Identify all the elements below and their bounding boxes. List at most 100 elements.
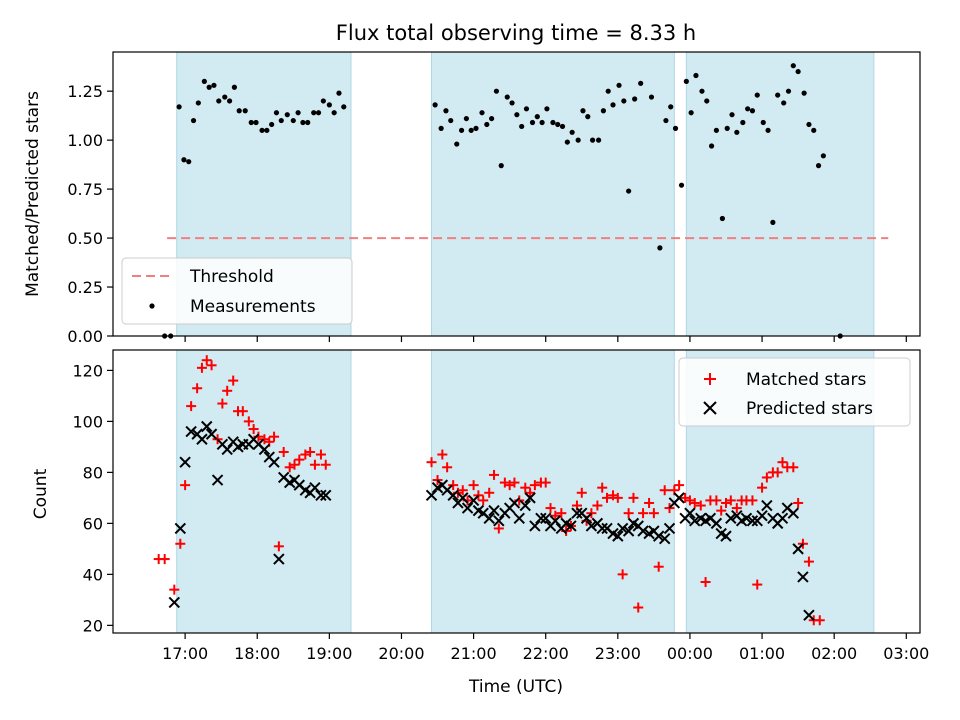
predicted-star-point (196, 433, 208, 445)
measurement-point (638, 80, 644, 86)
measurement-point (336, 90, 342, 96)
matched-star-point (222, 385, 233, 396)
measurement-point (226, 98, 233, 104)
predicted-star-point (320, 489, 332, 502)
predicted-star-point (549, 515, 562, 527)
predicted-star-point-mark (277, 471, 290, 484)
predicted-star-point-mark (425, 489, 438, 502)
matched-star-point (602, 492, 613, 503)
predicted-star-point (493, 515, 505, 527)
bottom-y-tick-label: 60 (83, 514, 103, 533)
predicted-star-point (221, 443, 233, 456)
bottom-y-tick-label: 20 (83, 616, 103, 635)
matched-star-point (457, 485, 468, 496)
matched-star-point (623, 508, 634, 519)
predicted-star-point (168, 596, 181, 609)
measurement-point (341, 104, 347, 110)
matched-star-point (700, 577, 711, 588)
matched-star-point (725, 495, 736, 506)
predicted-star-point (268, 456, 280, 468)
x-axis-label: Time (UTC) (468, 677, 563, 697)
measurement-point (632, 96, 638, 102)
predicted-star-point (776, 512, 789, 524)
measurement-point (311, 110, 317, 116)
measurement-point (454, 141, 460, 147)
predicted-star-point-mark (652, 530, 665, 542)
measurement-point (811, 127, 817, 133)
measurement-point (708, 143, 715, 149)
matched-star-point (529, 480, 540, 491)
measurement-point (569, 129, 575, 135)
matched-star-point (228, 375, 239, 386)
matched-star-point (597, 482, 608, 493)
measurement-point (523, 106, 530, 112)
predicted-star-point (720, 530, 732, 542)
predicted-star-point-mark (461, 502, 474, 514)
predicted-star-point (211, 474, 224, 486)
predicted-star-point-mark (585, 520, 598, 532)
predicted-star-point-mark (273, 553, 285, 565)
measurement-point (621, 98, 627, 104)
predicted-star-point (425, 489, 438, 502)
x-tick-label: 01:00 (739, 644, 785, 663)
matched-star-point (617, 569, 628, 580)
measurement-point (259, 127, 265, 133)
matched-stars-legend-label: Matched stars (746, 370, 866, 390)
measurement-point (305, 119, 311, 126)
measurement-point (580, 108, 586, 114)
measurement-point (765, 127, 771, 133)
predicted-star-point-mark (549, 515, 562, 527)
measurement-point (672, 125, 679, 131)
predicted-star-point-mark (447, 489, 459, 502)
predicted-star-point-mark (637, 525, 649, 537)
measurement-point (704, 98, 710, 104)
measurement-point (222, 94, 228, 100)
predicted-star-point (467, 494, 480, 507)
measurement-point (186, 159, 192, 165)
measurement-point (216, 98, 222, 104)
measurement-point (331, 110, 337, 116)
predicted-star-point (565, 520, 577, 532)
matched-star-point (309, 459, 320, 470)
predicted-star-point-mark (293, 479, 306, 491)
predicted-star-point (315, 489, 327, 502)
predicted-star-point-mark (622, 525, 635, 537)
measurement-point (729, 112, 735, 118)
predicted-star-point (461, 502, 474, 514)
predicted-star-point (508, 497, 521, 509)
measurement-point (775, 92, 781, 98)
matched-star-point (159, 554, 170, 565)
measurement-point (713, 127, 719, 133)
measurement-point (176, 104, 182, 110)
matched-star-point (192, 383, 203, 394)
measurement-point (795, 68, 801, 75)
matched-star-point (803, 556, 814, 567)
matched-star-point (315, 449, 326, 460)
x-tick-label: 18:00 (234, 644, 280, 663)
measurement-point (734, 129, 740, 135)
measurement-point (326, 102, 332, 108)
matched-star-point (305, 446, 316, 457)
top-legend: Threshold Measurements (121, 257, 353, 325)
measurement-point (693, 72, 699, 79)
measurement-point (610, 102, 616, 108)
measurement-point (278, 117, 284, 124)
predicted-star-point-mark (258, 443, 271, 456)
predicted-star-point (684, 507, 696, 519)
matched-star-point (576, 487, 587, 498)
matched-star-point (653, 561, 664, 572)
predicted-star-point-mark (601, 522, 613, 535)
matched-star-point (761, 472, 772, 483)
predicted-star-mark (703, 401, 717, 415)
matched-star-point (638, 508, 649, 519)
measurement-point (534, 114, 540, 120)
measurement-point (269, 121, 275, 128)
predicted-star-point-mark (467, 494, 480, 507)
matched-star-point (201, 355, 212, 366)
measurement-point (539, 119, 545, 126)
predicted-star-point-mark (477, 507, 489, 519)
top-y-tick-label: 0.75 (67, 180, 103, 199)
predicted-star-point-mark (535, 512, 547, 524)
predicted-star-point-mark (710, 517, 723, 530)
predicted-star-point (637, 525, 649, 537)
